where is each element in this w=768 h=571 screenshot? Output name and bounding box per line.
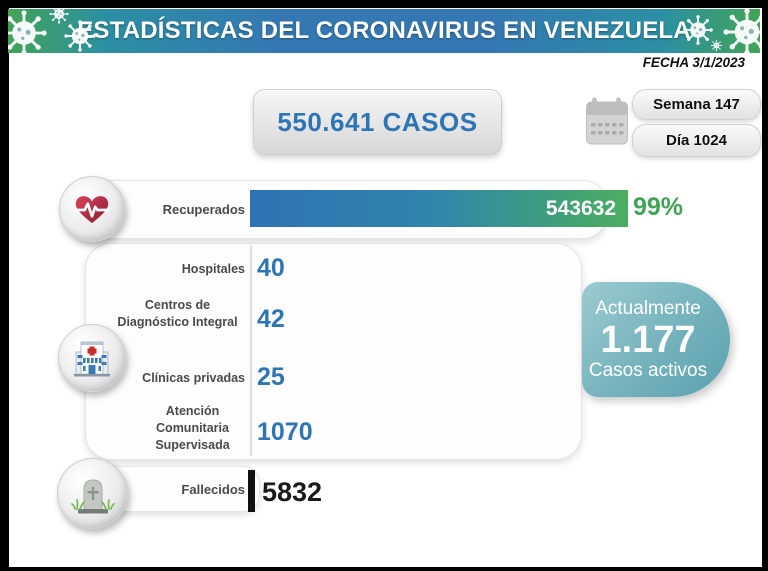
total-cases-value: 550.641 CASOS xyxy=(277,106,478,137)
tombstone-icon xyxy=(57,458,128,529)
facility-label-cdi: Centros de Diagnóstico Integral xyxy=(117,298,238,329)
facility-value-acs: 1070 xyxy=(257,418,313,446)
hospital-icon xyxy=(58,324,126,392)
facility-label-acs: Atención Comunitaria Supervisada xyxy=(155,404,230,452)
virus-icon xyxy=(62,18,98,53)
recovered-label: Recuperados xyxy=(162,202,245,217)
virus-icon xyxy=(720,9,760,53)
day-badge: Día 1024 xyxy=(632,124,761,157)
page-title: ESTADÍSTICAS DEL CORONAVIRUS EN VENEZUEL… xyxy=(77,17,691,44)
virus-icon xyxy=(710,39,723,52)
deceased-marker-bar xyxy=(248,470,255,512)
recovered-percent: 99% xyxy=(633,193,684,221)
facility-label-hospitales: Hospitales xyxy=(181,262,245,276)
facility-value-hospitales: 40 xyxy=(257,254,285,282)
virus-icon xyxy=(8,9,50,53)
active-cases-subcaption: Casos activos xyxy=(588,359,708,381)
facilities-divider xyxy=(250,245,252,456)
recovered-value: 543632 xyxy=(545,196,616,220)
deceased-label: Fallecidos xyxy=(181,482,245,497)
active-cases-caption: Actualmente xyxy=(595,297,701,319)
facility-value-cdi: 42 xyxy=(257,305,285,333)
facility-value-clinicas: 25 xyxy=(257,363,285,391)
facilities-card xyxy=(85,243,582,460)
report-date: FECHA 3/1/2023 xyxy=(642,55,745,70)
week-badge: Semana 147 xyxy=(632,89,761,120)
total-cases-box: 550.641 CASOS xyxy=(253,89,502,155)
header-banner: ESTADÍSTICAS DEL CORONAVIRUS EN VENEZUEL… xyxy=(8,9,760,53)
calendar-icon xyxy=(586,97,628,145)
recovered-progress-bar: 543632 xyxy=(250,190,628,227)
heart-icon xyxy=(59,176,125,242)
facility-label-clinicas: Clínicas privadas xyxy=(142,371,245,385)
active-cases-badge: Actualmente 1.177 Casos activos xyxy=(582,282,730,397)
active-cases-value: 1.177 xyxy=(600,318,696,361)
deceased-value: 5832 xyxy=(262,477,323,507)
